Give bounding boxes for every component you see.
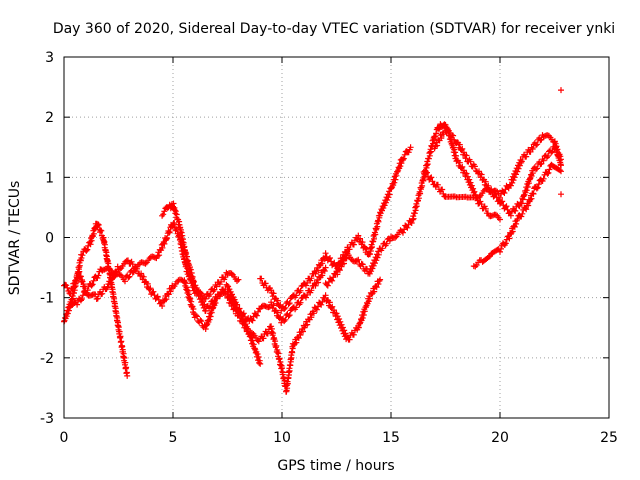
chart-title: Day 360 of 2020, Sidereal Day-to-day VTE…: [53, 21, 615, 37]
x-tick-label: 20: [491, 430, 509, 446]
series-s1: [61, 220, 131, 379]
x-tick-label: 25: [600, 430, 618, 446]
y-tick-label: 2: [45, 110, 54, 126]
x-tick-label: 15: [382, 430, 400, 446]
x-tick-label: 5: [169, 430, 178, 446]
x-axis-label: GPS time / hours: [277, 458, 394, 474]
series-s5: [224, 276, 384, 395]
series-markers: [431, 125, 564, 201]
series-markers: [322, 121, 503, 289]
y-tick-label: 3: [45, 50, 54, 66]
series-s6: [257, 144, 414, 314]
grid-lines: [64, 57, 609, 418]
series-markers: [257, 144, 414, 314]
y-tick-label: 0: [45, 231, 54, 247]
series-markers: [558, 87, 564, 198]
series-s7: [322, 121, 503, 289]
series-markers: [470, 161, 564, 270]
y-tick-label: -2: [40, 351, 54, 367]
y-tick-label: -3: [40, 411, 54, 427]
x-tick-label: 10: [273, 430, 291, 446]
series-markers: [61, 220, 131, 379]
series-s11: [558, 87, 564, 198]
x-tick-label: 0: [60, 430, 69, 446]
axis-ticks: 0 5 10 15 20 25 -3 -2 -1 0 1 2 3: [40, 50, 618, 446]
series-markers: [420, 143, 564, 219]
series-s9: [431, 125, 564, 201]
data-points: [61, 87, 564, 395]
series-s10: [470, 161, 564, 270]
series-s8: [420, 143, 564, 219]
y-tick-label: -1: [40, 291, 54, 307]
y-axis-label: SDTVAR / TECUs: [7, 181, 23, 296]
series-markers: [224, 276, 384, 395]
y-tick-label: 1: [45, 170, 54, 186]
